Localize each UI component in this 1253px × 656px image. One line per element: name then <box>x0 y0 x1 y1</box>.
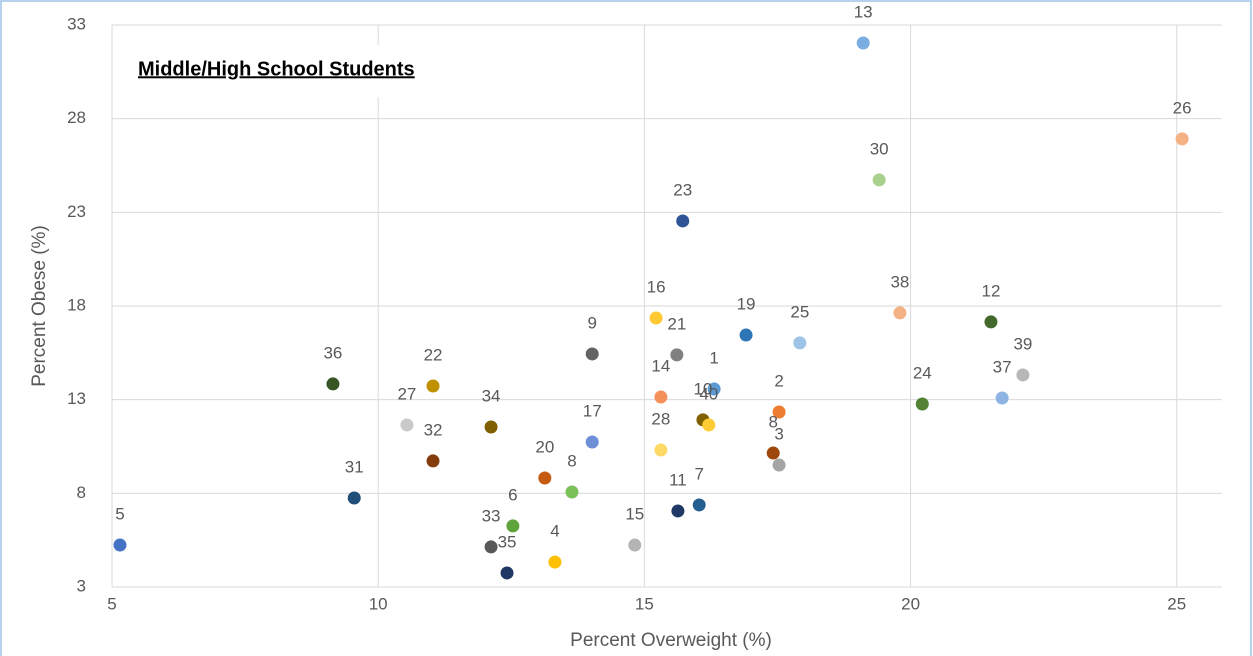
point <box>500 566 514 580</box>
y-tick-label: 28 <box>67 108 86 127</box>
x-tick-label: 5 <box>107 594 116 613</box>
y-tick-label: 33 <box>67 14 86 33</box>
point-label: 16 <box>647 277 666 296</box>
point <box>347 491 361 505</box>
y-axis-label: Percent Obese (%) <box>29 225 50 387</box>
point-label: 4 <box>550 522 559 541</box>
title-backdrop <box>128 45 506 97</box>
point-label: 8 <box>768 413 777 432</box>
point-label: 27 <box>397 384 416 403</box>
point-label: 38 <box>890 272 909 291</box>
point <box>585 347 599 361</box>
x-tick-label: 15 <box>635 594 654 613</box>
point-label: 36 <box>323 343 342 362</box>
chart-title: Middle/High School Students <box>138 58 415 80</box>
point-label: 5 <box>115 505 124 524</box>
point-label: 19 <box>737 295 756 314</box>
x-axis-label: Percent Overweight (%) <box>570 630 772 651</box>
point-label: 14 <box>651 357 670 376</box>
point-label: 21 <box>667 314 686 333</box>
point-label: 24 <box>913 363 932 382</box>
y-tick-label: 18 <box>67 295 86 314</box>
point-label: 3 <box>774 425 783 444</box>
point <box>654 443 668 457</box>
point-label: 37 <box>993 357 1012 376</box>
point-label: 34 <box>482 387 501 406</box>
point <box>984 315 998 329</box>
point <box>739 328 753 342</box>
point <box>426 454 440 468</box>
point-label: 17 <box>583 401 602 420</box>
y-tick-label: 3 <box>77 576 86 595</box>
point <box>400 418 414 432</box>
y-tick-label: 13 <box>67 389 86 408</box>
point <box>585 435 599 449</box>
point-label: 12 <box>982 281 1001 300</box>
point-label: 30 <box>870 139 889 158</box>
point <box>484 420 498 434</box>
point-label: 33 <box>482 506 501 525</box>
point <box>893 306 907 320</box>
x-tick-label: 10 <box>369 594 388 613</box>
point <box>793 336 807 350</box>
x-tick-label: 20 <box>901 594 920 613</box>
point-label: 7 <box>694 464 703 483</box>
point-label: 25 <box>790 302 809 321</box>
point <box>1175 132 1189 146</box>
point-label: 40 <box>699 384 718 403</box>
point-label: 31 <box>345 458 364 477</box>
point <box>113 538 127 552</box>
point-label: 35 <box>498 532 517 551</box>
point <box>628 538 642 552</box>
point <box>692 498 706 512</box>
point <box>766 446 780 460</box>
point <box>856 36 870 50</box>
point <box>1016 368 1030 382</box>
grid <box>111 24 1222 588</box>
point-label: 8 <box>567 452 576 471</box>
point <box>538 471 552 485</box>
point <box>506 519 520 533</box>
point <box>326 377 340 391</box>
point <box>915 397 929 411</box>
point-label: 32 <box>424 420 443 439</box>
point <box>654 390 668 404</box>
point-label: 10 <box>693 379 712 398</box>
point-label: 39 <box>1013 334 1032 353</box>
point <box>772 405 786 419</box>
point-label: 26 <box>1173 98 1192 117</box>
point <box>548 555 562 569</box>
point <box>995 391 1009 405</box>
point-label: 13 <box>854 2 873 21</box>
point <box>671 504 685 518</box>
point-label: 22 <box>424 345 443 364</box>
point-label: 11 <box>669 470 687 489</box>
point <box>872 173 886 187</box>
point-label: 9 <box>587 313 596 332</box>
y-tick-label: 8 <box>77 483 86 502</box>
point <box>707 382 721 396</box>
y-tick-label: 23 <box>67 202 86 221</box>
point-label: 15 <box>625 505 644 524</box>
point <box>565 485 579 499</box>
point-label: 2 <box>774 372 783 391</box>
point <box>702 418 716 432</box>
point-label: 6 <box>508 485 517 504</box>
point <box>649 311 663 325</box>
point-label: 23 <box>673 180 692 199</box>
point <box>484 540 498 554</box>
x-tick-label: 25 <box>1167 594 1186 613</box>
point-label: 20 <box>535 437 554 456</box>
point <box>670 348 684 362</box>
point-label: 28 <box>651 410 670 429</box>
point <box>676 214 690 228</box>
point-label: 1 <box>709 348 718 367</box>
point <box>772 458 786 472</box>
point <box>426 379 440 393</box>
